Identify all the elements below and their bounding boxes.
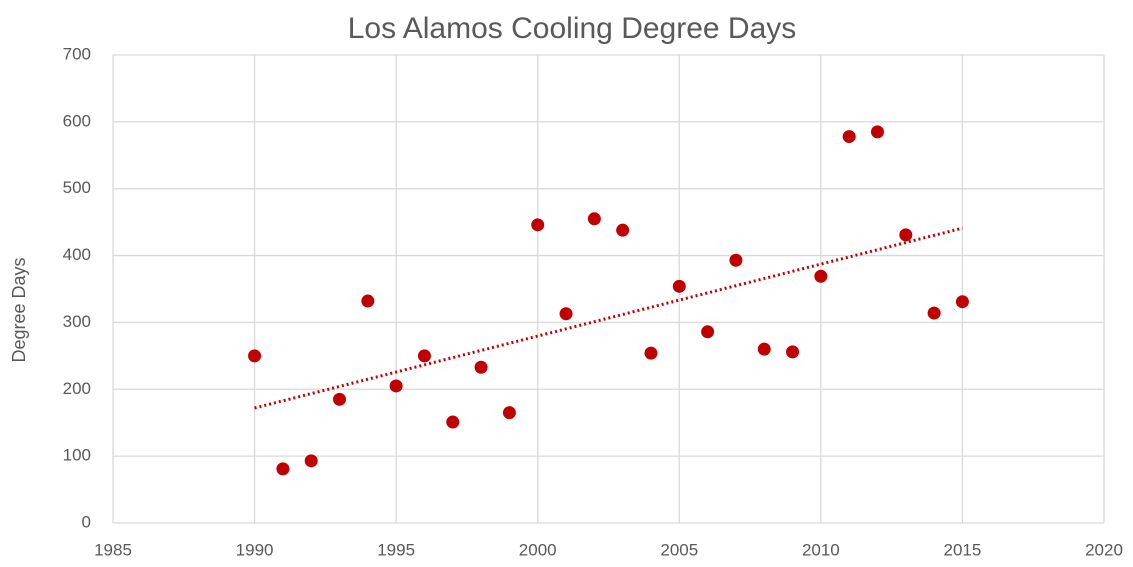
point	[870, 125, 884, 139]
point	[304, 454, 318, 468]
point	[757, 342, 771, 356]
point	[276, 462, 290, 476]
y-axis-label: Degree Days	[9, 257, 29, 362]
point	[899, 228, 913, 242]
x-tick-label: 2005	[660, 540, 698, 559]
y-tick-label: 500	[63, 178, 91, 197]
y-tick-label: 100	[63, 446, 91, 465]
x-tick-label: 2010	[802, 540, 840, 559]
point	[729, 253, 743, 267]
point	[701, 325, 715, 339]
x-tick-label: 2000	[519, 540, 557, 559]
point	[842, 130, 856, 144]
x-tick-label: 1990	[236, 540, 274, 559]
point	[333, 392, 347, 406]
point	[361, 294, 375, 308]
y-tick-label: 200	[63, 379, 91, 398]
chart-title: Los Alamos Cooling Degree Days	[348, 12, 797, 45]
point	[474, 360, 488, 374]
point	[559, 307, 573, 321]
x-tick-label: 2020	[1085, 540, 1123, 559]
point	[672, 279, 686, 293]
point	[644, 346, 658, 360]
point	[531, 218, 545, 232]
y-tick-label: 300	[63, 312, 91, 331]
point	[616, 223, 630, 237]
y-tick-label: 0	[82, 512, 91, 531]
point	[814, 269, 828, 283]
y-tick-label: 600	[63, 111, 91, 130]
x-tick-label: 1995	[377, 540, 415, 559]
trendline	[254, 226, 963, 410]
point	[927, 306, 941, 320]
point	[389, 379, 403, 393]
x-tick-label: 2015	[944, 540, 982, 559]
point	[446, 415, 460, 429]
point	[417, 349, 431, 363]
point	[587, 212, 601, 226]
point	[786, 345, 800, 359]
y-tick-label: 400	[63, 245, 91, 264]
point	[955, 295, 969, 309]
point	[502, 406, 516, 420]
x-tick-label: 1985	[94, 540, 132, 559]
point	[248, 349, 262, 363]
y-tick-label: 700	[63, 44, 91, 63]
